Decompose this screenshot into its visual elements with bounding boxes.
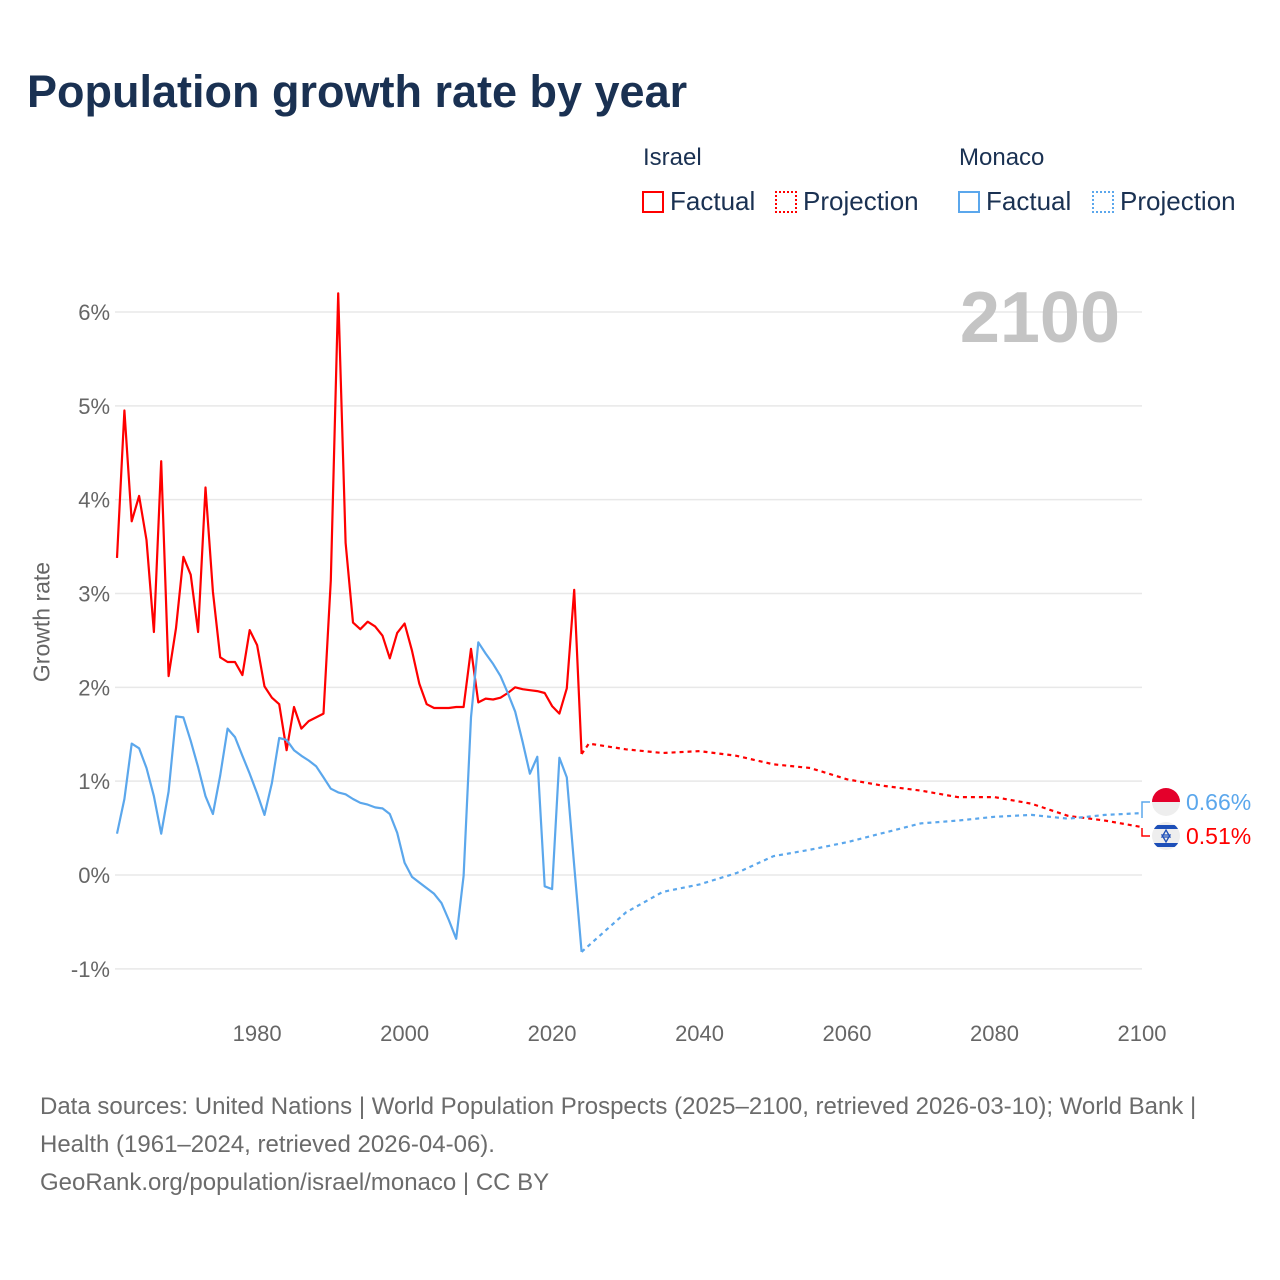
monaco-end-connector <box>1141 801 1150 818</box>
legend-swatch <box>1092 190 1114 213</box>
israel-projection-line <box>580 742 1143 829</box>
monaco-flag-icon <box>1152 788 1180 816</box>
legend-label: Projection <box>803 186 919 216</box>
x-tick-label: 2080 <box>970 1021 1019 1046</box>
legend-israel-factual[interactable]: Factual <box>642 186 755 217</box>
legend-monaco-projection[interactable]: Projection <box>1092 186 1236 217</box>
israel-flag-icon <box>1152 822 1180 850</box>
y-tick-label: 3% <box>78 582 110 607</box>
legend-swatch <box>642 190 664 213</box>
monaco-projection-line <box>580 812 1143 953</box>
y-tick-label: 0% <box>78 863 110 888</box>
legend-israel-projection[interactable]: Projection <box>775 186 919 217</box>
x-tick-label: 1980 <box>233 1021 282 1046</box>
x-tick-label: 2000 <box>380 1021 429 1046</box>
legend-group-israel: Israel <box>643 144 702 171</box>
x-tick-label: 2040 <box>675 1021 724 1046</box>
israel-end-connector <box>1141 828 1150 837</box>
x-tick-label: 2020 <box>528 1021 577 1046</box>
monaco-factual-line <box>115 641 583 952</box>
footer: Data sources: United Nations | World Pop… <box>40 1088 1240 1202</box>
legend-swatch <box>775 190 797 213</box>
legend-group-monaco: Monaco <box>959 144 1045 171</box>
credit: GeoRank.org/population/israel/monaco | C… <box>40 1169 550 1196</box>
y-tick-label: 4% <box>78 488 110 513</box>
y-tick-label: 6% <box>78 300 110 325</box>
legend-label: Factual <box>986 186 1072 216</box>
israel-factual-line <box>115 292 583 755</box>
y-tick-label: 5% <box>78 394 110 419</box>
y-tick-label: -1% <box>71 957 110 982</box>
y-tick-label: 2% <box>78 675 110 700</box>
legend-monaco-factual[interactable]: Factual <box>958 186 1071 217</box>
data-sources: Data sources: United Nations | World Pop… <box>40 1093 1197 1158</box>
legend-label: Projection <box>1120 186 1236 216</box>
year-indicator: 2100 <box>960 278 1120 358</box>
chart-title: Population growth rate by year <box>27 66 688 117</box>
x-tick-label: 2100 <box>1118 1021 1167 1046</box>
y-tick-label: 1% <box>78 769 110 794</box>
legend-swatch <box>958 190 980 213</box>
monaco-end-value: 0.66% <box>1186 789 1251 815</box>
israel-end-value: 0.51% <box>1186 823 1251 849</box>
x-tick-label: 2060 <box>823 1021 872 1046</box>
legend-label: Factual <box>670 186 756 216</box>
